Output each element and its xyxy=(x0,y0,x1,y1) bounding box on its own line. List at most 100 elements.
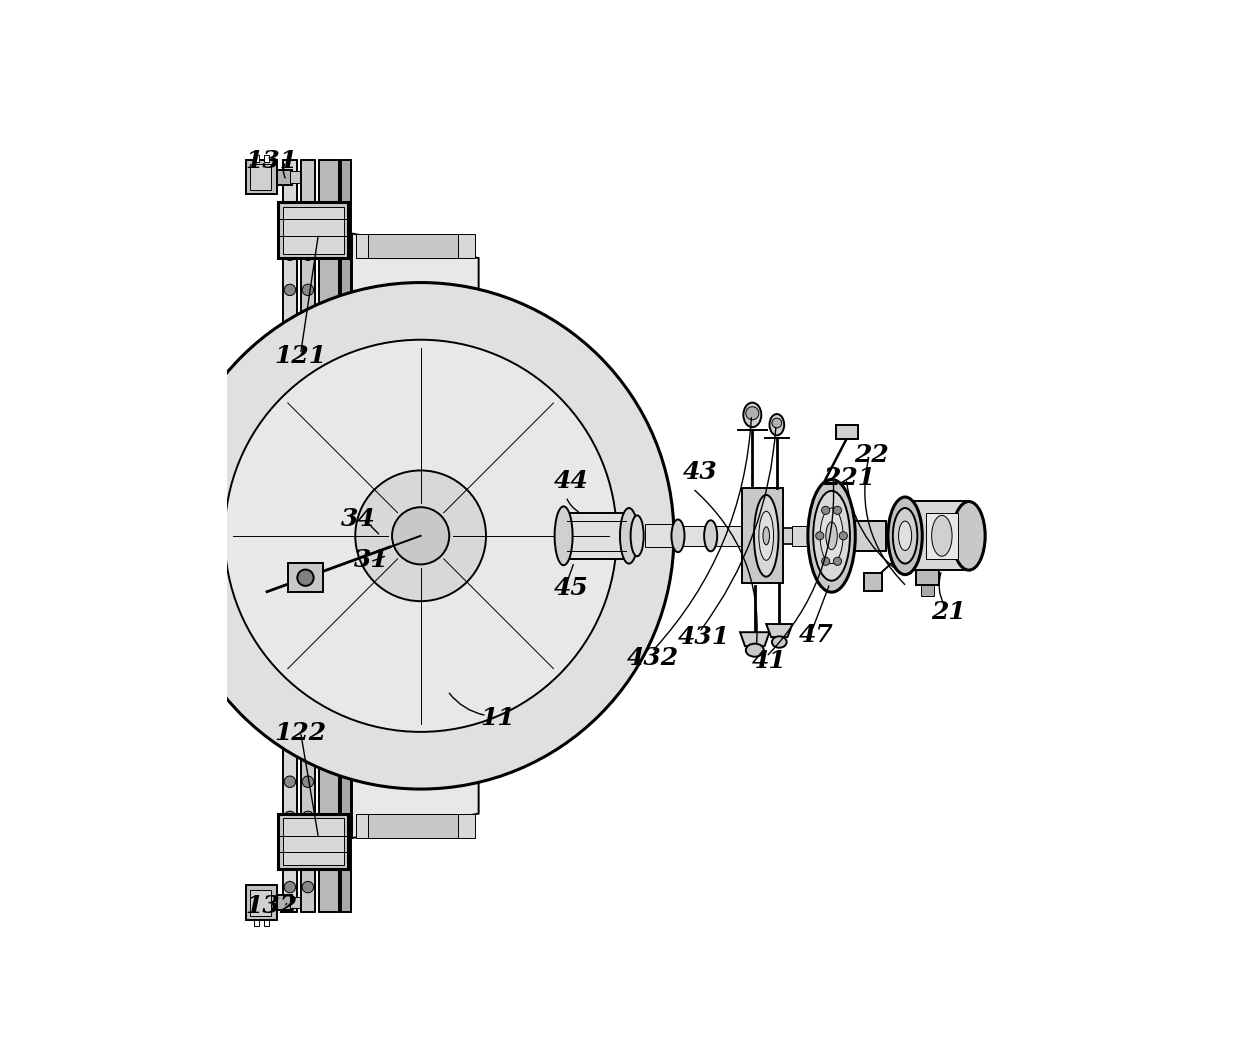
Circle shape xyxy=(303,319,314,331)
Ellipse shape xyxy=(417,748,427,765)
Bar xyxy=(277,895,291,910)
Circle shape xyxy=(833,557,842,566)
Bar xyxy=(288,563,324,592)
Bar xyxy=(283,160,298,911)
Bar xyxy=(368,814,459,838)
Ellipse shape xyxy=(704,520,717,552)
Ellipse shape xyxy=(893,508,918,563)
Circle shape xyxy=(303,354,314,366)
Bar xyxy=(279,203,348,258)
Text: 41: 41 xyxy=(751,649,786,673)
Circle shape xyxy=(284,319,295,331)
Ellipse shape xyxy=(631,516,644,556)
Circle shape xyxy=(284,459,295,471)
Circle shape xyxy=(284,284,295,296)
Ellipse shape xyxy=(820,508,843,563)
Text: 431: 431 xyxy=(678,625,730,648)
Circle shape xyxy=(284,424,295,436)
Ellipse shape xyxy=(826,522,837,550)
Text: 221: 221 xyxy=(823,466,875,490)
Ellipse shape xyxy=(671,520,684,552)
Ellipse shape xyxy=(770,414,784,435)
Circle shape xyxy=(303,811,314,822)
Circle shape xyxy=(303,706,314,717)
Bar xyxy=(925,512,959,559)
Bar xyxy=(290,172,300,182)
Bar xyxy=(341,160,351,911)
Ellipse shape xyxy=(554,506,573,566)
Ellipse shape xyxy=(417,307,427,324)
Ellipse shape xyxy=(417,658,427,675)
Ellipse shape xyxy=(620,508,637,563)
Circle shape xyxy=(284,389,295,401)
Circle shape xyxy=(822,506,830,515)
Circle shape xyxy=(284,601,295,612)
Circle shape xyxy=(298,570,314,586)
Text: 45: 45 xyxy=(554,576,589,599)
Ellipse shape xyxy=(931,516,952,556)
Circle shape xyxy=(303,847,314,857)
Text: 122: 122 xyxy=(274,721,326,745)
Ellipse shape xyxy=(743,402,761,428)
Ellipse shape xyxy=(952,502,985,570)
Bar xyxy=(356,814,475,838)
Bar xyxy=(283,207,343,254)
Text: 22: 22 xyxy=(854,443,889,467)
Bar xyxy=(864,573,882,591)
Bar xyxy=(356,233,475,258)
Bar xyxy=(920,585,934,596)
Bar xyxy=(915,570,939,585)
Circle shape xyxy=(303,214,314,225)
Circle shape xyxy=(303,389,314,401)
Ellipse shape xyxy=(763,527,770,544)
Circle shape xyxy=(167,282,673,789)
Ellipse shape xyxy=(417,397,427,414)
Circle shape xyxy=(284,636,295,647)
Text: 31: 31 xyxy=(353,547,388,572)
Polygon shape xyxy=(352,233,479,838)
Bar xyxy=(250,164,272,190)
Text: 21: 21 xyxy=(931,601,966,624)
Circle shape xyxy=(284,776,295,787)
Bar xyxy=(368,233,459,258)
Circle shape xyxy=(284,671,295,682)
Circle shape xyxy=(745,406,759,420)
Ellipse shape xyxy=(759,511,774,560)
Circle shape xyxy=(284,530,295,541)
Circle shape xyxy=(816,532,823,540)
Text: 34: 34 xyxy=(341,507,376,530)
Circle shape xyxy=(303,424,314,436)
Bar xyxy=(254,155,259,161)
Circle shape xyxy=(303,495,314,506)
Circle shape xyxy=(284,811,295,822)
Ellipse shape xyxy=(899,521,911,551)
Circle shape xyxy=(284,354,295,366)
Bar xyxy=(678,526,711,545)
Circle shape xyxy=(284,847,295,857)
Circle shape xyxy=(303,284,314,296)
Circle shape xyxy=(833,506,842,515)
Circle shape xyxy=(284,214,295,225)
Bar xyxy=(564,512,629,559)
Bar xyxy=(290,897,300,908)
Circle shape xyxy=(284,882,295,892)
Ellipse shape xyxy=(417,494,427,511)
Bar xyxy=(279,814,348,869)
Circle shape xyxy=(822,557,830,566)
Polygon shape xyxy=(740,632,770,646)
Text: 121: 121 xyxy=(274,344,326,367)
Text: 47: 47 xyxy=(799,623,833,647)
Ellipse shape xyxy=(754,494,779,577)
Circle shape xyxy=(284,741,295,752)
Circle shape xyxy=(839,532,847,540)
Bar xyxy=(849,521,887,551)
Bar xyxy=(246,886,277,920)
Bar xyxy=(908,502,968,570)
Circle shape xyxy=(284,249,295,261)
Circle shape xyxy=(303,776,314,787)
Bar xyxy=(792,526,825,545)
Bar xyxy=(742,488,782,584)
Bar xyxy=(246,160,277,194)
Bar xyxy=(300,160,315,911)
Circle shape xyxy=(284,495,295,506)
